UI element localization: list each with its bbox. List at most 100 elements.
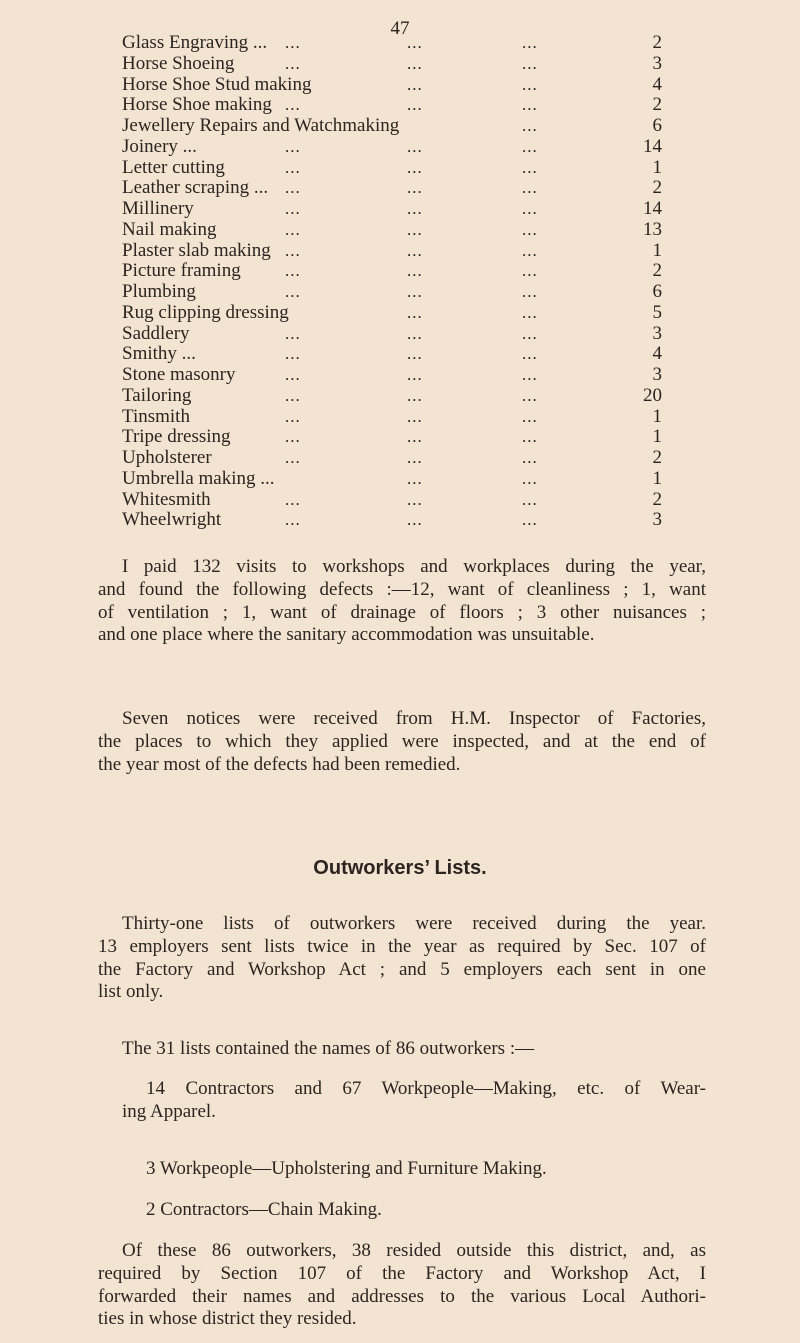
leader-dots: ... bbox=[407, 302, 423, 322]
section-heading: Outworkers’ Lists. bbox=[313, 857, 487, 879]
trade-count: 3 bbox=[652, 322, 663, 344]
trade-name: Leather scraping ... bbox=[122, 177, 269, 199]
list-item: Tailoring ... ... ... 20 bbox=[122, 385, 662, 407]
leader-dots: ... bbox=[407, 199, 423, 218]
list-item: Plaster slab making ... ... ... 1 bbox=[122, 239, 663, 262]
trade-count: 6 bbox=[652, 281, 663, 302]
leader-dots: ... bbox=[285, 427, 301, 447]
list-item: Saddlery ... ... ... 3 bbox=[122, 322, 663, 345]
paragraph-lists: Thirty-one lists of outworkers were rece… bbox=[98, 913, 706, 1004]
item-line: 14 Contractors and 67 Workpeople—Making,… bbox=[146, 1078, 706, 1099]
trade-count: 3 bbox=[652, 509, 663, 531]
leader-dots: ... bbox=[522, 323, 538, 343]
paragraph-line: Seven notices were received from H.M. In… bbox=[122, 708, 706, 729]
trade-name: Horse Shoe making bbox=[122, 94, 272, 116]
leader-dots: ... bbox=[285, 199, 301, 218]
trade-name: Saddlery bbox=[122, 322, 190, 344]
list-item: Glass Engraving ... ... ... ... 2 bbox=[122, 32, 663, 54]
leader-dots: ... bbox=[522, 157, 538, 177]
leader-dots: ... bbox=[522, 33, 538, 52]
leader-dots: ... bbox=[285, 261, 301, 281]
leader-dots: ... bbox=[522, 282, 538, 301]
leader-dots: ... bbox=[522, 406, 538, 426]
leader-dots: ... bbox=[407, 323, 423, 343]
trade-name: Picture framing bbox=[122, 260, 241, 282]
trade-name: Tinsmith bbox=[122, 405, 190, 427]
leader-dots: ... bbox=[522, 385, 538, 405]
leader-dots: ... bbox=[407, 219, 423, 239]
trade-count: 1 bbox=[652, 156, 663, 178]
leader-dots: ... bbox=[285, 240, 301, 260]
trade-count: 3 bbox=[652, 364, 663, 385]
list-item: Letter cutting ... ... ... 1 bbox=[122, 156, 663, 179]
list-item: Horse Shoe making ... ... ... 2 bbox=[122, 94, 662, 116]
leader-dots: ... bbox=[285, 365, 301, 384]
trade-count: 1 bbox=[652, 239, 663, 261]
leader-dots: ... bbox=[285, 323, 301, 343]
paragraph-line: ties in whose district they resided. bbox=[98, 1308, 357, 1330]
trade-name: Smithy ... bbox=[122, 343, 196, 365]
paragraph-line: The 31 lists contained the names of 86 o… bbox=[122, 1038, 535, 1059]
list-item: Horse Shoeing ... ... ... 3 bbox=[122, 53, 662, 75]
paragraph-outside: Of these 86 outworkers, 38 resided outsi… bbox=[98, 1240, 706, 1331]
leader-dots: ... bbox=[285, 406, 301, 426]
paragraph-visits: I paid 132 visits to workshops and workp… bbox=[98, 556, 706, 647]
list-item: Millinery ... ... ... 14 bbox=[122, 198, 662, 220]
leader-dots: ... bbox=[407, 261, 423, 281]
list-item: Wheelwright ... ... ... 3 bbox=[122, 509, 663, 531]
list-item: Nail making ... ... ... 13 bbox=[122, 218, 662, 241]
leader-dots: ... bbox=[407, 427, 423, 447]
paragraph-line: 13 employers sent lists twice in the yea… bbox=[98, 935, 706, 957]
leader-dots: ... bbox=[522, 261, 538, 281]
outworker-item: 2 Contractors—Chain Making. bbox=[146, 1199, 706, 1222]
list-item: Jewellery Repairs and Watchmaking ... ..… bbox=[122, 115, 662, 137]
leader-dots: ... bbox=[407, 178, 423, 198]
leader-dots: ... bbox=[285, 178, 301, 198]
leader-dots: ... bbox=[407, 74, 423, 94]
leader-dots: ... bbox=[285, 489, 301, 509]
trade-count: 5 bbox=[652, 301, 663, 323]
paragraph-names: The 31 lists contained the names of 86 o… bbox=[98, 1038, 706, 1061]
leader-dots: ... bbox=[522, 302, 538, 322]
leader-dots: ... bbox=[407, 33, 423, 52]
trade-count: 13 bbox=[643, 218, 662, 240]
leader-dots: ... bbox=[522, 199, 538, 218]
leader-dots: ... bbox=[522, 427, 538, 447]
leader-dots: ... bbox=[407, 510, 423, 530]
trade-count: 1 bbox=[652, 405, 663, 427]
trade-name: Tripe dressing bbox=[122, 426, 231, 448]
paragraph-line: I paid 132 visits to workshops and workp… bbox=[122, 556, 706, 577]
trade-count: 2 bbox=[652, 447, 663, 468]
list-item: Whitesmith ... ... ... 2 bbox=[122, 489, 662, 511]
leader-dots: ... bbox=[522, 510, 538, 530]
trade-name: Upholsterer bbox=[122, 447, 212, 468]
trade-count: 4 bbox=[652, 343, 663, 365]
leader-dots: ... bbox=[522, 448, 538, 467]
list-item: Rug clipping dressing ... ... ... 5 bbox=[122, 301, 663, 324]
trade-name: Wheelwright bbox=[122, 509, 222, 531]
paragraph-line: list only. bbox=[98, 981, 164, 1003]
leader-dots: ... bbox=[522, 219, 538, 239]
leader-dots: ... bbox=[522, 240, 538, 260]
leader-dots: ... bbox=[407, 157, 423, 177]
leader-dots: ... bbox=[522, 468, 538, 488]
trade-name: Glass Engraving ... bbox=[122, 32, 268, 53]
paragraph-line: forwarded their names and addresses to t… bbox=[98, 1285, 706, 1307]
item-line: 2 Contractors—Chain Making. bbox=[146, 1199, 382, 1220]
paragraph-line: required by Section 107 of the Factory a… bbox=[98, 1262, 706, 1284]
trade-name: Nail making bbox=[122, 218, 217, 240]
paragraph-line: Of these 86 outworkers, 38 resided outsi… bbox=[122, 1240, 706, 1261]
trade-count: 14 bbox=[643, 198, 662, 219]
leader-dots: ... bbox=[522, 95, 538, 115]
list-item: Stone masonry ... ... ... 3 bbox=[122, 364, 663, 386]
trade-name: Joinery ... bbox=[122, 135, 197, 157]
list-item: Tinsmith ... ... ... 1 bbox=[122, 405, 663, 428]
trade-count: 1 bbox=[652, 467, 663, 489]
leader-dots: ... bbox=[285, 136, 301, 156]
outworker-item: 14 Contractors and 67 Workpeople—Making,… bbox=[122, 1078, 706, 1124]
paragraph-line: the Factory and Workshop Act ; and 5 emp… bbox=[98, 958, 706, 980]
trade-count: 2 bbox=[652, 32, 663, 53]
leader-dots: ... bbox=[285, 385, 301, 405]
leader-dots: ... bbox=[285, 282, 301, 301]
trade-count: 2 bbox=[652, 177, 663, 199]
